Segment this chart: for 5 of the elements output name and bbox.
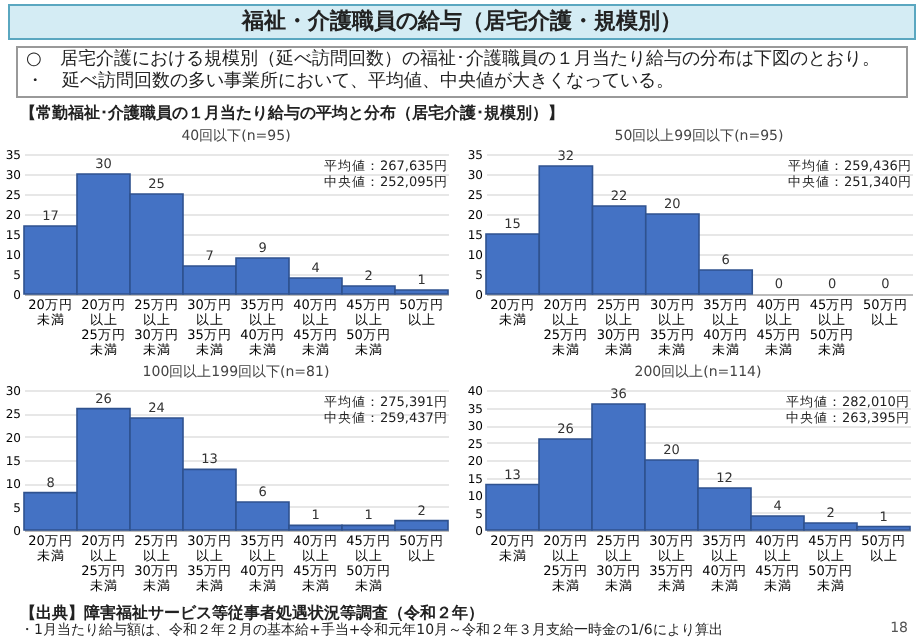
text: ○ 居宅介護における規模別（延べ訪問回数）の福祉･介護職員の１月当たり給与の分布は下図のとおり。 xyxy=(26,50,882,71)
text: 福祉・介護職員の給与（居宅介護・規模別） xyxy=(8,4,916,40)
text: 【出典】障害福祉サービス等従事者処遇状況等調査（令和２年） xyxy=(20,604,486,622)
text: 【常勤福祉･介護職員の１月当たり給与の平均と分布（居宅介護･規模別）】 xyxy=(20,104,566,124)
text: ・ 延べ訪問回数の多い事業所において、平均値、中央値が大きくなっている。 xyxy=(26,72,676,94)
